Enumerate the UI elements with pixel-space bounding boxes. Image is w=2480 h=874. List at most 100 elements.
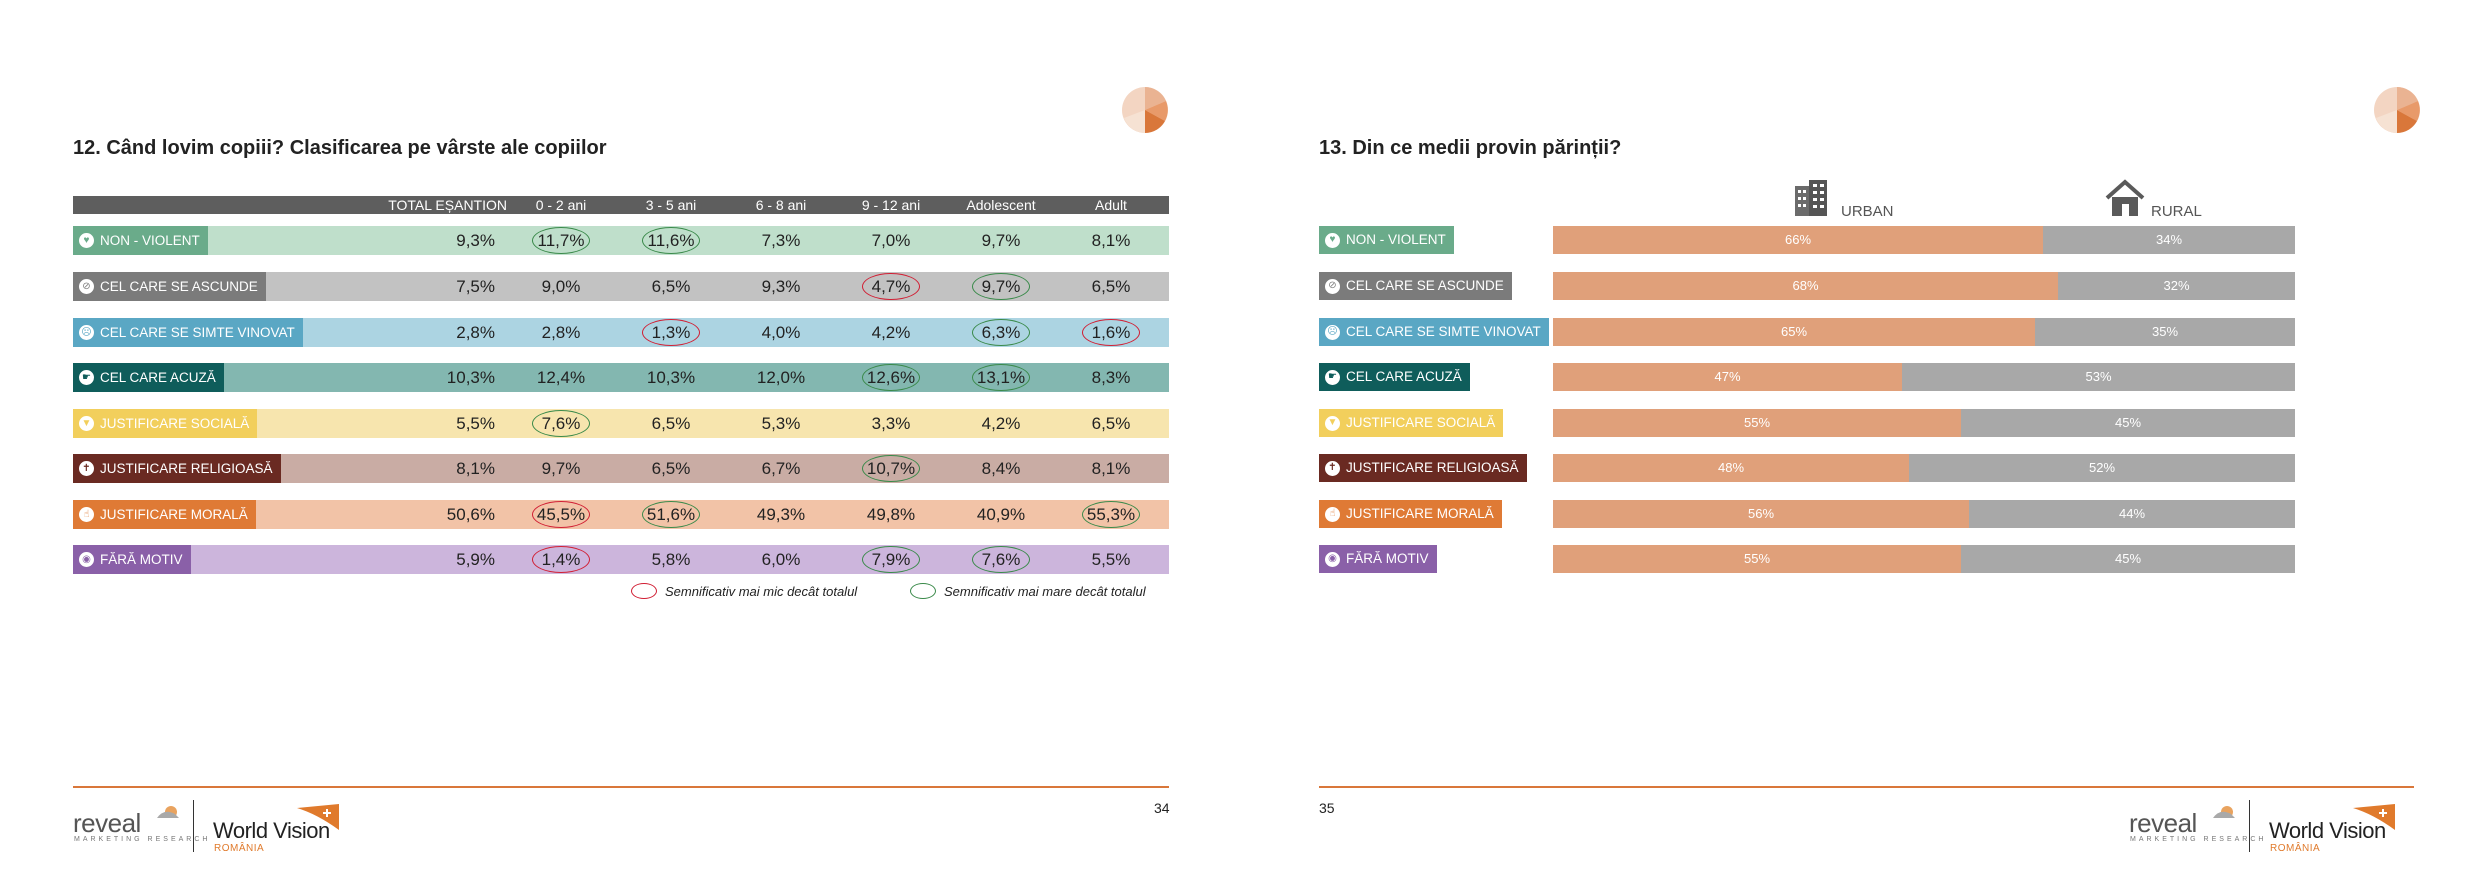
world-vision-country: ROMÂNIA xyxy=(2270,843,2321,854)
significant-lower-marker xyxy=(1082,319,1140,346)
table-header: TOTAL EȘANTION 0 - 2 ani 3 - 5 ani 6 - 8… xyxy=(73,196,1169,214)
significant-higher-marker xyxy=(642,501,700,528)
stacked-bar: 68% 32% xyxy=(1553,272,2295,300)
table-cell: 2,8% xyxy=(456,323,495,342)
cross-icon: ✝ xyxy=(1325,460,1340,476)
bar-row: ⊘ CEL CARE SE ASCUNDE 68% 32% xyxy=(1319,271,2319,301)
row-label: ♥ NON - VIOLENT xyxy=(73,226,208,255)
row-label-text: CEL CARE SE SIMTE VINOVAT xyxy=(100,325,295,340)
bar-category-text: JUSTIFICARE RELIGIOASĂ xyxy=(1346,460,1519,475)
bar-segment-rural: 45% xyxy=(1961,545,2295,573)
logo-divider xyxy=(193,800,194,852)
filter-icon: ▼ xyxy=(79,416,94,431)
world-vision-logo: World Vision xyxy=(2269,818,2386,843)
cross-icon: ✝ xyxy=(79,461,94,476)
col-header: 0 - 2 ani xyxy=(535,197,587,213)
bar-segment-rural: 52% xyxy=(1909,454,2295,482)
table-cell: 6,0% xyxy=(761,550,801,569)
table-cell: 49,8% xyxy=(866,505,916,524)
page-number: 35 xyxy=(1319,800,1335,816)
dot-circle-icon: ◉ xyxy=(1325,551,1340,567)
row-label-text: FĂRĂ MOTIV xyxy=(100,552,183,567)
table-cell: 1,3% xyxy=(651,323,691,342)
significant-higher-marker xyxy=(862,455,920,482)
legend-rural: RURAL xyxy=(2151,203,2202,220)
filter-icon: ▼ xyxy=(1325,415,1340,431)
table-cell: 8,3% xyxy=(1091,368,1131,387)
table-cell: 8,1% xyxy=(1091,231,1131,250)
significant-higher-marker xyxy=(972,364,1030,391)
table-cell: 7,5% xyxy=(456,277,495,296)
bar-row: ♥ NON - VIOLENT 66% 34% xyxy=(1319,225,2319,255)
heart-icon: ♥ xyxy=(79,233,94,248)
row-label-text: CEL CARE ACUZĂ xyxy=(100,370,216,385)
bar-segment-urban: 66% xyxy=(1553,226,2043,254)
table-cell: 5,5% xyxy=(1091,550,1131,569)
stacked-bar: 47% 53% xyxy=(1553,363,2295,391)
table-cell: 11,6% xyxy=(647,231,695,250)
table-cell: 12,4% xyxy=(536,368,586,387)
stacked-bar: 55% 45% xyxy=(1553,545,2295,573)
pie-chart-icon xyxy=(1122,87,1168,133)
bar-segment-rural: 44% xyxy=(1969,500,2295,528)
heart-icon: ♥ xyxy=(1325,232,1340,248)
bar-segment-urban: 48% xyxy=(1553,454,1909,482)
row-label: ☛ CEL CARE ACUZĂ xyxy=(73,363,224,392)
row-label: ☹ CEL CARE SE SIMTE VINOVAT xyxy=(73,318,303,347)
stacked-bar: 55% 45% xyxy=(1553,409,2295,437)
table-cell: 7,6% xyxy=(541,414,581,433)
legend-urban: URBAN xyxy=(1841,203,1894,220)
bar-segment-rural: 45% xyxy=(1961,409,2295,437)
bar-category-label: ☝ JUSTIFICARE MORALĂ xyxy=(1319,500,1502,528)
table-cell: 9,0% xyxy=(541,277,581,296)
table-cell: 8,1% xyxy=(1091,459,1131,478)
col-header: Adult xyxy=(1095,197,1127,213)
table-cell: 10,3% xyxy=(646,368,696,387)
pointing-hand-icon: ☛ xyxy=(79,370,94,385)
bar-segment-rural: 32% xyxy=(2058,272,2295,300)
row-label: ⊘ CEL CARE SE ASCUNDE xyxy=(73,272,266,301)
significant-higher-marker xyxy=(862,546,920,573)
footer-rule xyxy=(73,786,1169,788)
bar-category-text: CEL CARE SE SIMTE VINOVAT xyxy=(1346,324,1541,339)
bar-row: ☛ CEL CARE ACUZĂ 47% 53% xyxy=(1319,362,2319,392)
table-cell: 4,0% xyxy=(761,323,801,342)
bar-segment-rural: 35% xyxy=(2035,318,2295,346)
row-label-text: NON - VIOLENT xyxy=(100,233,200,248)
table-cell: 4,2% xyxy=(981,414,1021,433)
row-label: ☝ JUSTIFICARE MORALĂ xyxy=(73,500,256,529)
sad-face-icon: ☹ xyxy=(79,325,94,340)
table-cell: 51,6% xyxy=(646,505,696,524)
bar-category-text: JUSTIFICARE MORALĂ xyxy=(1346,506,1494,521)
table-row: ✝ JUSTIFICARE RELIGIOASĂ 8,1% 9,7% 6,5% 6,7% 1… xyxy=(73,454,1169,483)
table-row: ☹ CEL CARE SE SIMTE VINOVAT 2,8% 2,8% 1,3% 4,… xyxy=(73,318,1169,347)
bar-row: ▼ JUSTIFICARE SOCIALĂ 55% 45% xyxy=(1319,408,2319,438)
sad-face-icon: ☹ xyxy=(1325,324,1340,340)
significant-higher-marker xyxy=(862,364,920,391)
table-cell: 6,5% xyxy=(651,414,691,433)
bar-category-text: CEL CARE ACUZĂ xyxy=(1346,369,1462,384)
table-cell: 40,9% xyxy=(976,505,1026,524)
bar-category-text: NON - VIOLENT xyxy=(1346,232,1446,247)
urban-building-icon xyxy=(1795,180,1827,216)
table-cell: 12,6% xyxy=(866,368,916,387)
bar-category-label: ♥ NON - VIOLENT xyxy=(1319,226,1454,254)
logo-divider xyxy=(2249,800,2250,852)
table-cell: 8,1% xyxy=(456,459,495,478)
bar-segment-urban: 55% xyxy=(1553,545,1961,573)
table-cell: 8,4% xyxy=(981,459,1021,478)
bar-segment-urban: 65% xyxy=(1553,318,2035,346)
col-header: 3 - 5 ani xyxy=(645,197,697,213)
stacked-bar: 48% 52% xyxy=(1553,454,2295,482)
bar-category-label: ☛ CEL CARE ACUZĂ xyxy=(1319,363,1470,391)
table-cell: 7,6% xyxy=(981,550,1021,569)
table-cell: 6,3% xyxy=(981,323,1021,342)
significant-lower-marker xyxy=(862,273,920,300)
col-header: 6 - 8 ani xyxy=(755,197,807,213)
row-label-text: JUSTIFICARE MORALĂ xyxy=(100,507,248,522)
legend-lower: Semnificativ mai mic decât totalul xyxy=(631,583,857,599)
table-row: ◉ FĂRĂ MOTIV 5,9% 1,4% 5,8% 6,0% 7,9% 7,6% 5,5% xyxy=(73,545,1169,574)
reveal-logo: reveal xyxy=(73,808,141,838)
row-label-text: JUSTIFICARE RELIGIOASĂ xyxy=(100,461,273,476)
bar-row: ☝ JUSTIFICARE MORALĂ 56% 44% xyxy=(1319,499,2319,529)
